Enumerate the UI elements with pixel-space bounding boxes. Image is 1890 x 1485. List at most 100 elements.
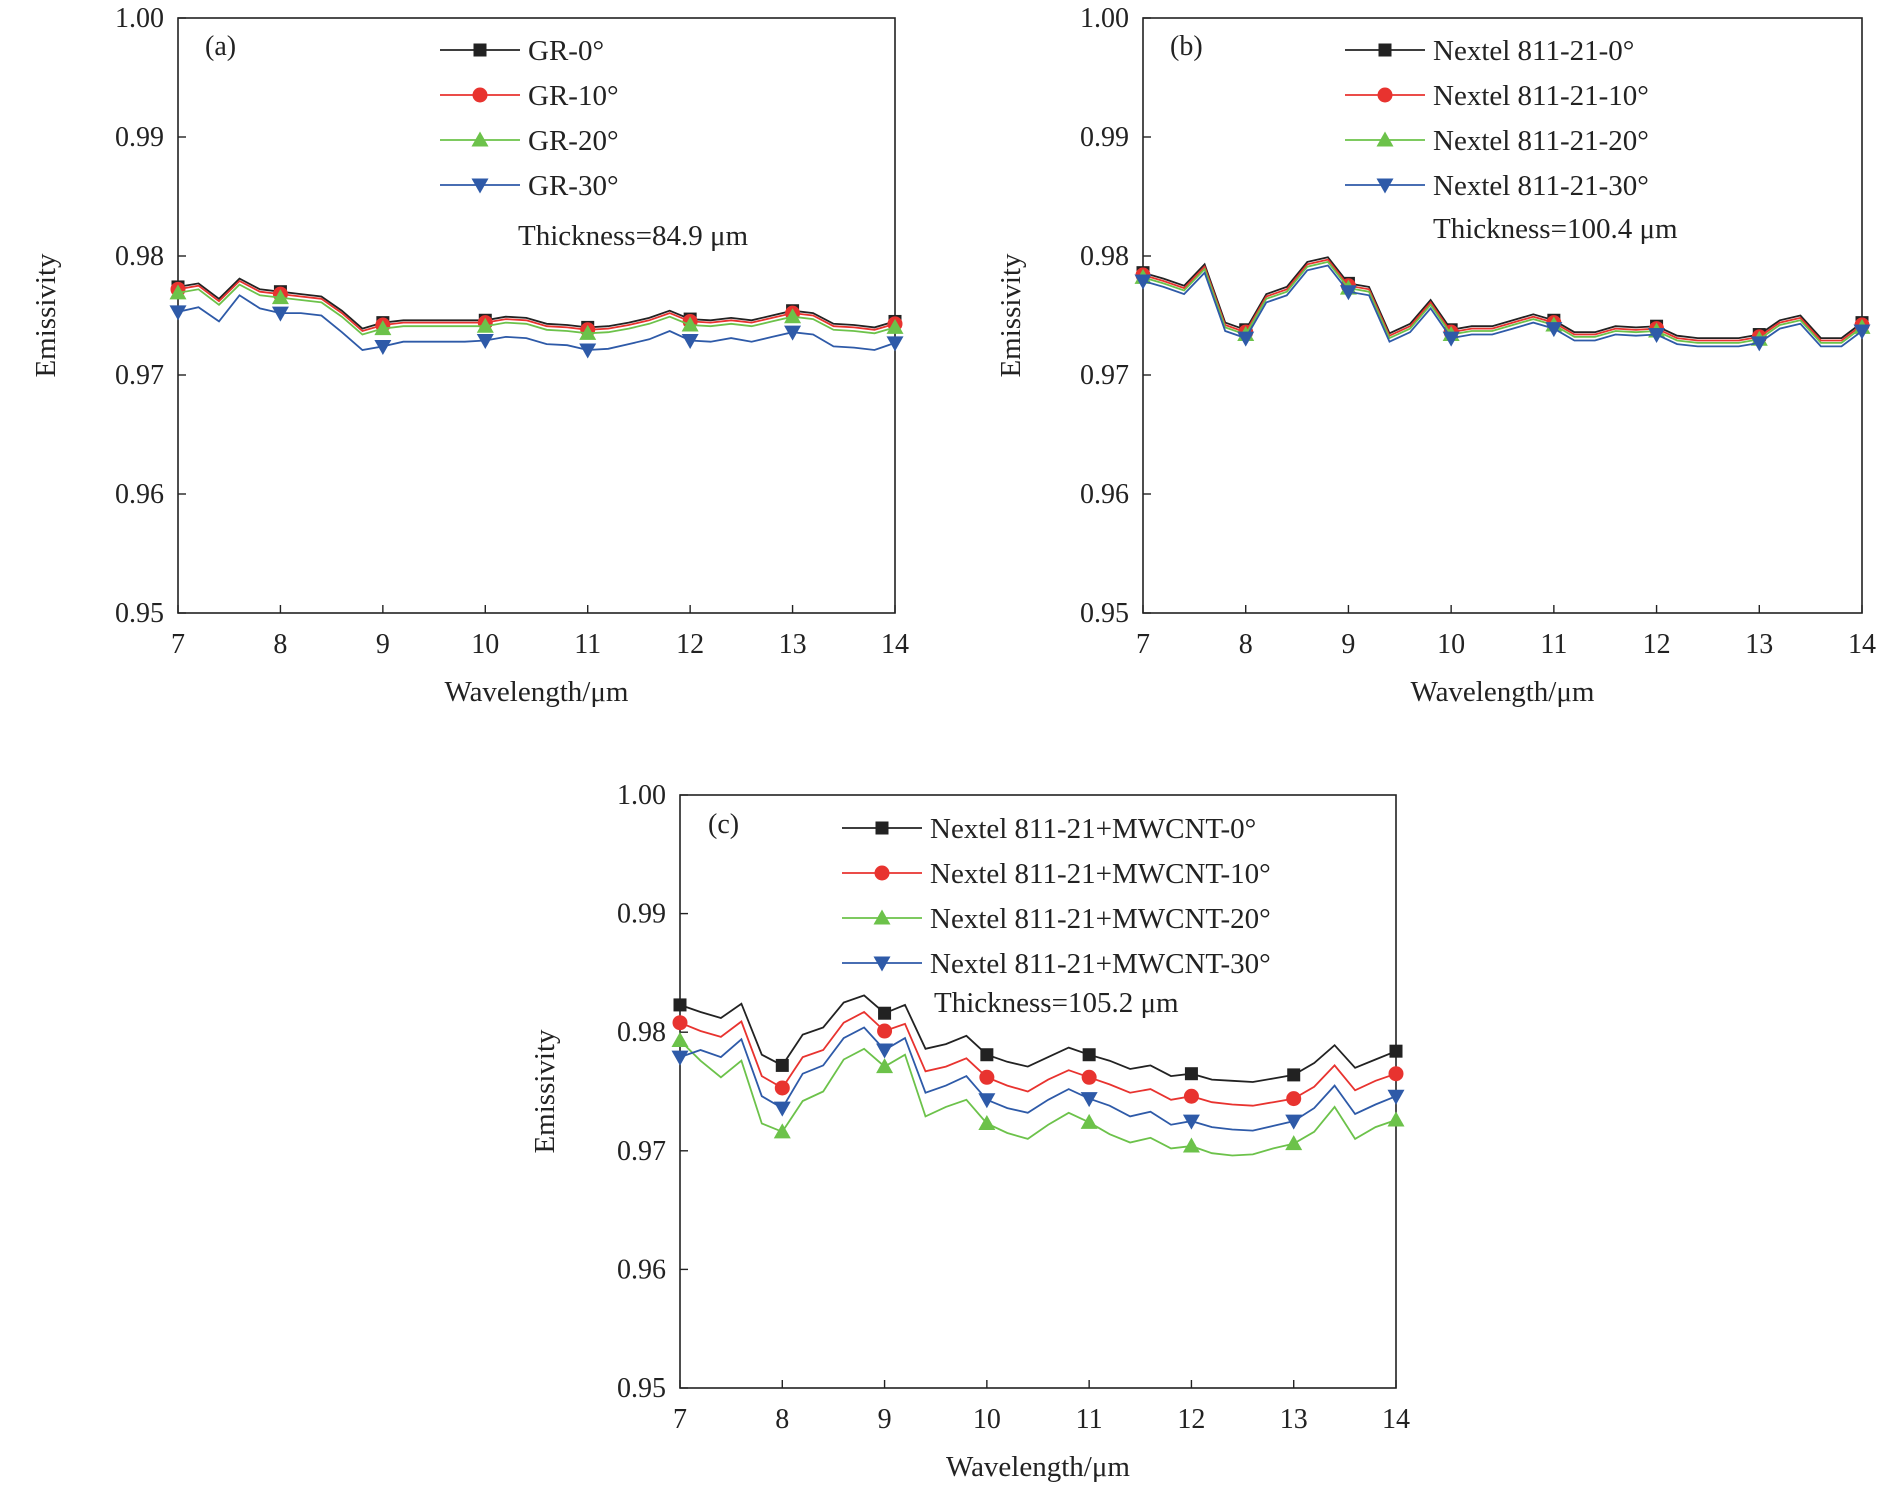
series-line-3 — [1142, 264, 1863, 348]
series-2-marker — [169, 284, 187, 300]
x-tick-label: 7 — [1136, 629, 1150, 660]
series-3-marker — [1387, 1089, 1405, 1105]
x-tick-label: 8 — [273, 629, 287, 660]
series-3-marker — [1648, 328, 1666, 344]
x-tick-label: 13 — [1745, 629, 1773, 660]
series-3-marker — [681, 333, 699, 349]
chart-panel-0: 0.95 0.96 0.97 0.98 0.99 1.00 7 8 9 10 11 12 13 14 Wav… — [30, 3, 909, 708]
x-tick-label: 10 — [471, 629, 499, 660]
y-axis-title: Emissivity — [30, 253, 62, 378]
series-line-0 — [679, 994, 1397, 1083]
legend-marker-2 — [1376, 131, 1394, 147]
series-2-marker — [978, 1115, 996, 1131]
y-tick-label: 0.99 — [617, 899, 666, 930]
series-line-3 — [679, 1026, 1397, 1132]
series-0-marker — [1389, 1044, 1403, 1058]
series-line-2 — [177, 283, 896, 336]
series-3-marker — [1442, 331, 1460, 347]
x-tick-label: 14 — [1848, 629, 1876, 660]
y-tick-label: 0.95 — [1080, 598, 1129, 629]
y-axis-title: Emissivity — [995, 253, 1027, 378]
series-3-marker — [1134, 274, 1152, 290]
x-tick-label: 10 — [973, 1404, 1001, 1435]
series-3-marker — [784, 325, 802, 341]
series-3-marker — [876, 1043, 894, 1059]
series-line-1 — [177, 279, 896, 333]
chart-panel-1: 0.95 0.96 0.97 0.98 0.99 1.00 7 8 9 10 11 12 13 14 Wav… — [995, 3, 1876, 708]
series-1-marker — [1286, 1091, 1302, 1107]
legend-marker-0 — [875, 821, 889, 835]
x-tick-label: 12 — [1643, 629, 1671, 660]
y-tick-label: 0.96 — [1080, 479, 1129, 510]
series-line-3 — [177, 294, 896, 351]
series-line-0 — [177, 277, 896, 330]
series-3-marker — [271, 306, 289, 322]
x-tick-label: 9 — [376, 629, 390, 660]
series-0-marker — [1184, 1067, 1198, 1081]
series-3-marker — [1853, 324, 1871, 340]
series-3-marker — [886, 336, 904, 352]
legend-marker-2 — [471, 131, 489, 147]
series-0-marker — [980, 1048, 994, 1062]
x-tick-label: 13 — [1280, 1404, 1308, 1435]
series-line-1 — [1142, 258, 1863, 342]
series-1-marker — [1081, 1069, 1097, 1085]
series-line-2 — [1142, 260, 1863, 344]
legend-marker-1 — [1377, 87, 1393, 103]
legend-marker-3 — [471, 178, 489, 194]
x-tick-label: 11 — [1540, 629, 1567, 660]
y-tick-label: 0.96 — [617, 1254, 666, 1285]
thickness-annotation: Thickness=100.4 μm — [1433, 213, 1678, 245]
x-tick-label: 13 — [779, 629, 807, 660]
legend-label-1: Nextel 811-21+MWCNT-10° — [930, 858, 1271, 890]
legend-marker-3 — [1376, 178, 1394, 194]
series-1-marker — [672, 1015, 688, 1031]
series-2-marker — [876, 1058, 894, 1074]
y-tick-label: 0.98 — [617, 1017, 666, 1048]
x-tick-label: 14 — [881, 629, 909, 660]
series-1-marker — [774, 1080, 790, 1096]
x-tick-label: 10 — [1437, 629, 1465, 660]
y-axis-title: Emissivity — [529, 1029, 561, 1154]
y-tick-label: 0.99 — [115, 122, 164, 153]
legend-marker-0 — [473, 43, 487, 57]
series-0-marker — [775, 1058, 789, 1072]
legend-label-0: Nextel 811-21-0° — [1433, 35, 1634, 67]
x-tick-label: 11 — [574, 629, 601, 660]
series-3-marker — [579, 343, 597, 359]
series-3-marker — [1285, 1114, 1303, 1130]
y-tick-label: 1.00 — [617, 780, 666, 811]
legend-label-0: GR-0° — [528, 35, 604, 67]
legend-label-2: Nextel 811-21+MWCNT-20° — [930, 903, 1271, 935]
series-2-marker — [374, 320, 392, 336]
plot-frame — [1142, 17, 1863, 614]
thickness-annotation: Thickness=84.9 μm — [518, 220, 748, 252]
x-tick-label: 14 — [1382, 1404, 1410, 1435]
y-tick-label: 0.97 — [617, 1136, 666, 1167]
y-tick-label: 0.98 — [115, 241, 164, 272]
x-tick-label: 9 — [878, 1404, 892, 1435]
y-tick-label: 0.96 — [115, 479, 164, 510]
series-0-marker — [673, 998, 687, 1012]
x-tick-label: 12 — [1177, 1404, 1205, 1435]
x-axis-title: Wavelength/μm — [946, 1451, 1130, 1483]
x-tick-label: 12 — [676, 629, 704, 660]
series-line-0 — [1142, 256, 1863, 340]
series-3-marker — [1339, 285, 1357, 301]
legend-label-3: GR-30° — [528, 170, 619, 202]
legend-label-1: GR-10° — [528, 80, 619, 112]
y-tick-label: 0.97 — [115, 360, 164, 391]
series-2-marker — [681, 316, 699, 332]
legend-label-1: Nextel 811-21-10° — [1433, 80, 1649, 112]
legend-label-2: Nextel 811-21-20° — [1433, 125, 1649, 157]
series-2-marker — [773, 1123, 791, 1139]
y-tick-label: 0.97 — [1080, 360, 1129, 391]
series-0-marker — [1287, 1068, 1301, 1082]
x-tick-label: 7 — [673, 1404, 687, 1435]
series-3-marker — [773, 1101, 791, 1117]
series-0-marker — [878, 1006, 892, 1020]
legend-label-2: GR-20° — [528, 125, 619, 157]
legend-marker-1 — [472, 87, 488, 103]
series-3-marker — [374, 339, 392, 355]
